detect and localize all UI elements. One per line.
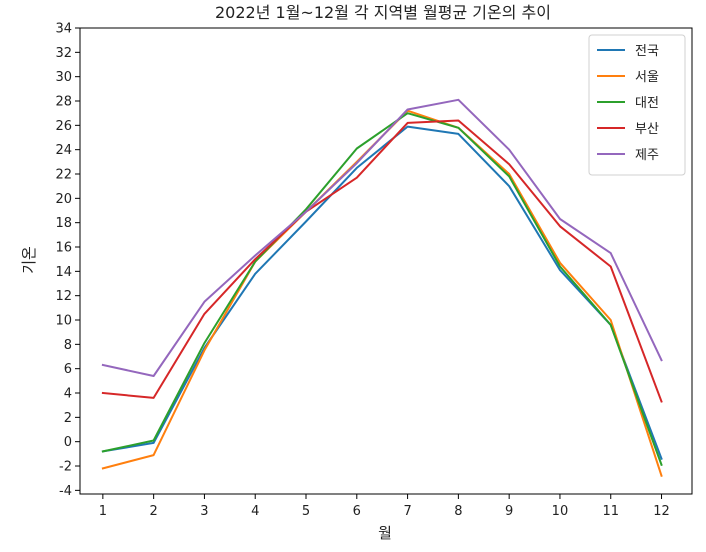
y-tick-label: 26 bbox=[55, 119, 72, 134]
y-tick-label: 4 bbox=[64, 387, 72, 402]
x-tick-label: 6 bbox=[353, 504, 361, 519]
x-tick-label: 8 bbox=[454, 504, 462, 519]
y-tick-label: -2 bbox=[59, 460, 72, 475]
plot-area: 1 2 3 4 5 6 7 8 9 10 11 12-4-2024681012141618202224… bbox=[55, 22, 693, 519]
series-line bbox=[101, 109, 663, 477]
y-tick-label: 24 bbox=[55, 143, 72, 158]
plot-frame bbox=[79, 27, 693, 495]
legend-label: 전국 bbox=[635, 44, 659, 59]
y-tick-label: 0 bbox=[64, 435, 72, 450]
y-tick-label: 6 bbox=[64, 362, 72, 377]
y-tick-label: 32 bbox=[55, 46, 72, 61]
y-tick-label: 12 bbox=[55, 289, 72, 304]
series-line bbox=[101, 119, 663, 403]
y-tick-label: 8 bbox=[64, 338, 72, 353]
x-tick-label: 12 bbox=[653, 504, 670, 519]
x-tick-label: 5 bbox=[302, 504, 310, 519]
y-tick-label: 28 bbox=[55, 95, 72, 110]
y-axis-label: 기온 bbox=[20, 246, 38, 274]
x-tick-label: 4 bbox=[251, 504, 259, 519]
y-tick-label: -4 bbox=[59, 484, 72, 499]
x-tick-label: 1 bbox=[99, 504, 107, 519]
y-tick-label: 10 bbox=[55, 314, 72, 329]
series-line bbox=[101, 98, 663, 377]
x-tick-label: 2 bbox=[150, 504, 158, 519]
legend-label: 서울 bbox=[635, 70, 659, 85]
y-tick-label: 2 bbox=[64, 411, 72, 426]
x-tick-label: 11 bbox=[602, 504, 619, 519]
legend-label: 제주 bbox=[635, 148, 659, 163]
y-tick-label: 14 bbox=[55, 265, 72, 280]
x-tick-label: 10 bbox=[552, 504, 569, 519]
x-tick-label: 9 bbox=[505, 504, 513, 519]
y-tick-label: 16 bbox=[55, 241, 72, 256]
y-tick-label: 20 bbox=[55, 192, 72, 207]
x-tick-label: 7 bbox=[403, 504, 411, 519]
x-tick-label: 3 bbox=[200, 504, 208, 519]
x-axis-label: 월 bbox=[378, 524, 392, 542]
series-line bbox=[101, 125, 663, 460]
series-line bbox=[101, 112, 663, 467]
legend-label: 부산 bbox=[635, 122, 659, 137]
legend-label: 대전 bbox=[635, 96, 659, 111]
legend-box bbox=[588, 34, 686, 176]
y-tick-label: 18 bbox=[55, 216, 72, 231]
y-tick-label: 34 bbox=[55, 22, 72, 37]
y-tick-label: 30 bbox=[55, 70, 72, 85]
y-tick-label: 22 bbox=[55, 168, 72, 183]
chart-title: 2022년 1월~12월 각 지역별 월평균 기온의 추이 bbox=[215, 3, 551, 22]
